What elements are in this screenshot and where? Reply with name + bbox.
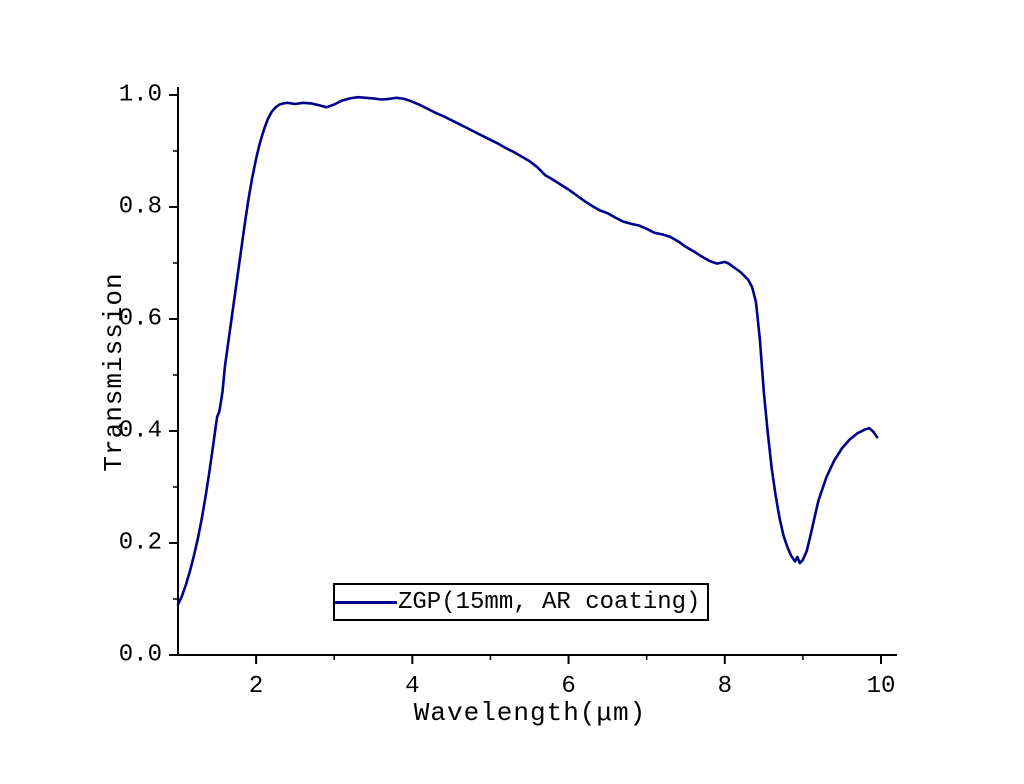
series-line-zgp: [176, 95, 879, 606]
legend-line-sample: [335, 600, 397, 604]
legend-label: ZGP(15mm, AR coating): [398, 588, 701, 616]
x-tick-label: 8: [718, 673, 732, 700]
y-tick-label: 0.4: [119, 418, 162, 445]
x-tick-label: 6: [561, 673, 575, 700]
legend: ZGP(15mm, AR coating): [333, 583, 709, 621]
y-tick-label: 0.8: [119, 194, 162, 221]
x-tick-label: 10: [867, 673, 896, 700]
y-tick-label: 0.2: [119, 530, 162, 557]
y-axis-title: Transmission: [99, 272, 129, 472]
y-tick-label: 1.0: [119, 82, 162, 109]
y-tick-label: 0.6: [119, 306, 162, 333]
x-tick-label: 4: [405, 673, 419, 700]
x-tick-label: 2: [249, 673, 263, 700]
x-axis-title: Wavelength(μm): [413, 698, 647, 728]
y-tick-label: 0.0: [119, 642, 162, 669]
